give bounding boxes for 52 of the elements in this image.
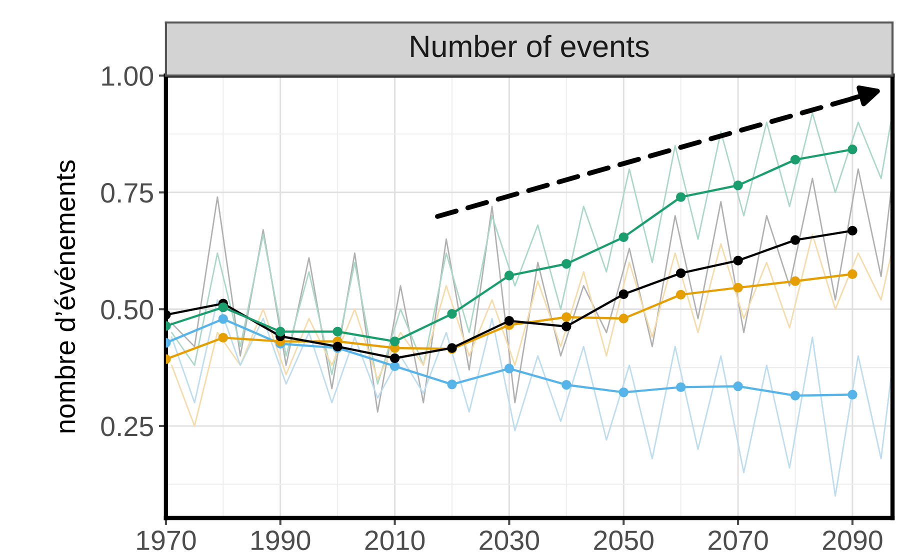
point bbox=[676, 192, 686, 202]
point bbox=[618, 232, 628, 242]
point bbox=[504, 316, 514, 326]
point bbox=[390, 353, 400, 364]
point bbox=[390, 361, 400, 372]
point bbox=[733, 381, 743, 392]
point bbox=[218, 314, 228, 324]
point bbox=[790, 154, 800, 165]
point bbox=[790, 235, 800, 245]
y-axis-title: nombre d’événements bbox=[54, 160, 76, 432]
point bbox=[618, 289, 628, 300]
point bbox=[390, 336, 400, 346]
y-tick-label: 1.00 bbox=[102, 66, 154, 86]
point bbox=[848, 226, 858, 236]
point bbox=[562, 322, 572, 332]
x-tick-label: 2050 bbox=[594, 530, 654, 550]
point bbox=[790, 276, 800, 286]
x-tick-label: 1990 bbox=[252, 530, 310, 550]
point bbox=[848, 269, 858, 280]
point bbox=[562, 259, 572, 269]
x-tick-label: 2030 bbox=[480, 530, 540, 550]
point bbox=[848, 390, 858, 400]
point bbox=[218, 332, 228, 343]
point bbox=[618, 387, 628, 398]
point bbox=[276, 326, 286, 336]
point bbox=[562, 380, 572, 390]
y-tick-label: 0.25 bbox=[101, 416, 153, 436]
y-tick-label: 0.75 bbox=[101, 183, 153, 203]
point bbox=[218, 302, 228, 312]
point bbox=[733, 256, 743, 266]
point bbox=[332, 326, 342, 336]
point bbox=[676, 290, 686, 300]
point bbox=[504, 364, 514, 374]
point bbox=[790, 390, 800, 400]
line-series bbox=[170, 112, 893, 385]
point bbox=[447, 380, 457, 390]
point bbox=[447, 308, 457, 319]
x-tick-label: 2090 bbox=[822, 530, 882, 550]
point bbox=[733, 282, 743, 293]
point bbox=[733, 180, 743, 190]
x-tick-label: 1970 bbox=[137, 530, 196, 550]
line-series bbox=[170, 234, 893, 427]
y-tick-label: 0.50 bbox=[101, 300, 154, 320]
point bbox=[676, 268, 686, 278]
point bbox=[676, 382, 686, 392]
x-tick-label: 2070 bbox=[708, 530, 768, 550]
x-tick-label: 2010 bbox=[365, 530, 425, 550]
point bbox=[848, 144, 858, 154]
chart-title: Number of events bbox=[411, 34, 649, 58]
point bbox=[504, 270, 514, 280]
point bbox=[562, 312, 572, 322]
point bbox=[618, 314, 628, 324]
